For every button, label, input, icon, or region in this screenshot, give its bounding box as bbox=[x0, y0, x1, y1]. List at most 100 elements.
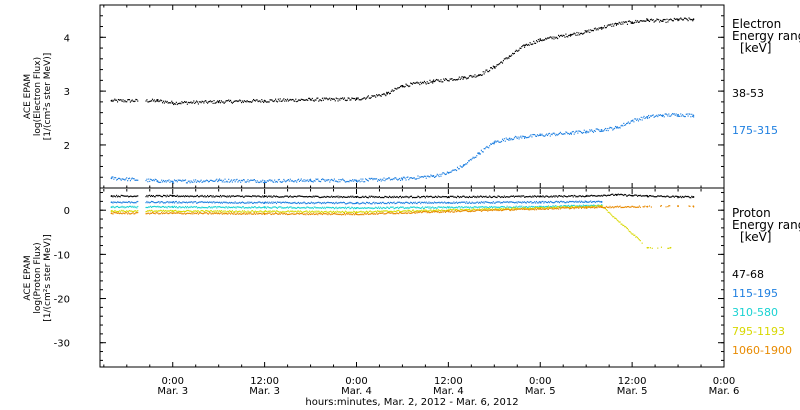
data-point bbox=[502, 206, 504, 208]
data-point bbox=[410, 195, 412, 197]
data-point bbox=[659, 195, 661, 197]
data-point bbox=[342, 97, 344, 99]
data-point bbox=[519, 208, 521, 210]
data-point bbox=[384, 207, 386, 209]
data-point bbox=[412, 196, 414, 199]
data-point bbox=[249, 207, 251, 209]
data-point bbox=[202, 181, 204, 183]
data-point bbox=[459, 207, 461, 209]
data-point bbox=[491, 206, 493, 208]
data-point bbox=[415, 178, 417, 180]
data-point bbox=[499, 207, 501, 210]
data-point bbox=[616, 219, 618, 221]
data-point bbox=[508, 208, 510, 210]
data-point bbox=[414, 178, 416, 180]
data-point bbox=[564, 133, 566, 135]
data-point bbox=[132, 206, 134, 209]
data-point bbox=[412, 82, 414, 84]
data-point-key bbox=[355, 98, 358, 101]
data-point bbox=[125, 201, 127, 203]
series-795-1193 bbox=[110, 205, 672, 249]
data-point bbox=[620, 223, 622, 225]
data-point bbox=[666, 18, 668, 20]
data-point bbox=[199, 211, 201, 213]
data-point bbox=[371, 195, 373, 197]
data-point bbox=[502, 139, 504, 142]
data-point bbox=[542, 39, 544, 41]
data-point bbox=[652, 19, 654, 21]
data-point bbox=[357, 211, 359, 213]
data-point bbox=[404, 177, 406, 179]
data-point bbox=[275, 180, 278, 183]
data-point bbox=[584, 196, 586, 198]
data-point bbox=[562, 196, 564, 198]
data-point bbox=[269, 196, 271, 198]
data-point bbox=[511, 201, 513, 203]
data-point bbox=[206, 207, 208, 209]
data-point bbox=[325, 196, 327, 198]
data-point bbox=[580, 195, 582, 197]
data-point bbox=[128, 210, 130, 212]
data-point bbox=[164, 195, 166, 197]
data-point bbox=[482, 209, 484, 211]
data-point bbox=[339, 195, 341, 198]
data-point bbox=[580, 130, 582, 133]
data-point bbox=[417, 175, 419, 177]
data-point bbox=[189, 182, 191, 184]
data-point bbox=[273, 181, 275, 183]
data-point bbox=[365, 201, 368, 203]
data-point bbox=[564, 36, 566, 38]
data-point bbox=[352, 214, 354, 216]
data-point bbox=[297, 212, 299, 214]
data-point bbox=[445, 210, 448, 212]
data-point bbox=[602, 205, 604, 207]
data-point bbox=[254, 180, 256, 182]
data-point bbox=[510, 209, 512, 212]
data-point bbox=[453, 196, 455, 198]
data-point bbox=[331, 211, 334, 213]
data-point bbox=[552, 206, 554, 208]
data-point bbox=[474, 202, 476, 204]
data-point bbox=[180, 103, 182, 105]
data-point bbox=[154, 205, 156, 208]
data-point bbox=[415, 202, 417, 204]
data-point bbox=[488, 201, 490, 204]
data-point bbox=[536, 134, 538, 136]
data-point bbox=[196, 100, 198, 102]
data-point bbox=[193, 201, 195, 203]
data-point bbox=[304, 202, 306, 204]
data-point bbox=[271, 179, 273, 181]
data-point bbox=[210, 179, 212, 181]
data-point bbox=[191, 201, 193, 203]
data-point bbox=[155, 179, 157, 181]
data-point bbox=[275, 211, 277, 213]
data-point bbox=[251, 201, 253, 203]
data-point bbox=[604, 127, 606, 130]
data-point bbox=[535, 202, 537, 204]
data-point bbox=[196, 194, 199, 197]
data-point bbox=[230, 202, 232, 204]
data-point bbox=[234, 195, 236, 197]
data-point bbox=[485, 201, 487, 203]
data-point bbox=[363, 196, 365, 199]
data-point bbox=[441, 196, 443, 198]
data-point bbox=[537, 207, 539, 209]
data-point bbox=[245, 212, 247, 215]
data-point bbox=[509, 209, 511, 212]
data-point bbox=[582, 204, 584, 206]
data-point bbox=[309, 213, 311, 215]
data-point bbox=[328, 211, 330, 213]
data-point bbox=[285, 201, 287, 203]
data-point bbox=[297, 178, 300, 180]
data-point bbox=[115, 196, 117, 198]
data-point-key bbox=[171, 180, 174, 183]
data-point bbox=[212, 211, 214, 213]
y-tick-label: -10 bbox=[54, 250, 70, 261]
data-point bbox=[393, 178, 395, 180]
data-point bbox=[405, 195, 407, 197]
data-point-key bbox=[508, 137, 511, 140]
data-point bbox=[487, 201, 489, 203]
data-point bbox=[272, 100, 274, 102]
data-point bbox=[392, 213, 394, 215]
data-point bbox=[280, 100, 282, 102]
